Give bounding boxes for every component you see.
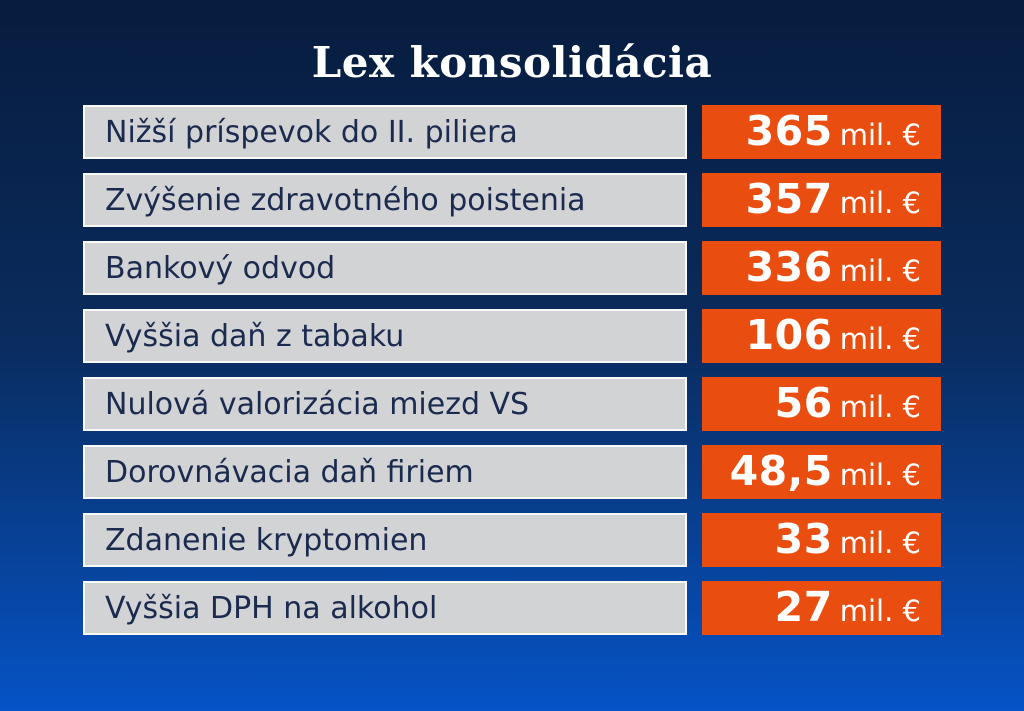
- row-value-unit: mil. €: [839, 390, 921, 424]
- table-row: Zvýšenie zdravotného poistenia 357 mil. €: [83, 173, 941, 227]
- table-row: Nulová valorizácia miezd VS 56 mil. €: [83, 377, 941, 431]
- row-value-unit: mil. €: [839, 526, 921, 560]
- table-row: Zdanenie kryptomien 33 mil. €: [83, 513, 941, 567]
- row-label: Dorovnávacia daň firiem: [83, 445, 687, 499]
- table-row: Vyššia DPH na alkohol 27 mil. €: [83, 581, 941, 635]
- row-value-unit: mil. €: [839, 458, 921, 492]
- rows-container: Nižší príspevok do II. piliera 365 mil. €…: [83, 105, 941, 635]
- row-label: Zvýšenie zdravotného poistenia: [83, 173, 687, 227]
- table-row: Nižší príspevok do II. piliera 365 mil. €: [83, 105, 941, 159]
- row-value-number: 365: [745, 107, 833, 155]
- row-value: 365 mil. €: [702, 105, 941, 159]
- row-value-unit: mil. €: [839, 322, 921, 356]
- table-row: Dorovnávacia daň firiem 48,5 mil. €: [83, 445, 941, 499]
- row-label: Bankový odvod: [83, 241, 687, 295]
- row-value: 357 mil. €: [702, 173, 941, 227]
- row-value: 27 mil. €: [702, 581, 941, 635]
- row-value-number: 27: [774, 583, 833, 631]
- row-value-unit: mil. €: [839, 186, 921, 220]
- row-value: 48,5 mil. €: [702, 445, 941, 499]
- row-value-unit: mil. €: [839, 594, 921, 628]
- table-row: Bankový odvod 336 mil. €: [83, 241, 941, 295]
- row-value: 106 mil. €: [702, 309, 941, 363]
- row-label: Vyššia daň z tabaku: [83, 309, 687, 363]
- row-value-unit: mil. €: [839, 118, 921, 152]
- row-value-number: 48,5: [729, 447, 833, 495]
- row-label: Nižší príspevok do II. piliera: [83, 105, 687, 159]
- row-label: Zdanenie kryptomien: [83, 513, 687, 567]
- row-value: 336 mil. €: [702, 241, 941, 295]
- row-value-number: 336: [745, 243, 833, 291]
- row-value: 33 mil. €: [702, 513, 941, 567]
- row-label: Nulová valorizácia miezd VS: [83, 377, 687, 431]
- row-value-number: 33: [774, 515, 833, 563]
- row-label: Vyššia DPH na alkohol: [83, 581, 687, 635]
- row-value-number: 56: [774, 379, 833, 427]
- row-value-number: 106: [745, 311, 833, 359]
- page-title: Lex konsolidácia: [311, 38, 713, 87]
- table-row: Vyššia daň z tabaku 106 mil. €: [83, 309, 941, 363]
- row-value: 56 mil. €: [702, 377, 941, 431]
- row-value-unit: mil. €: [839, 254, 921, 288]
- row-value-number: 357: [745, 175, 833, 223]
